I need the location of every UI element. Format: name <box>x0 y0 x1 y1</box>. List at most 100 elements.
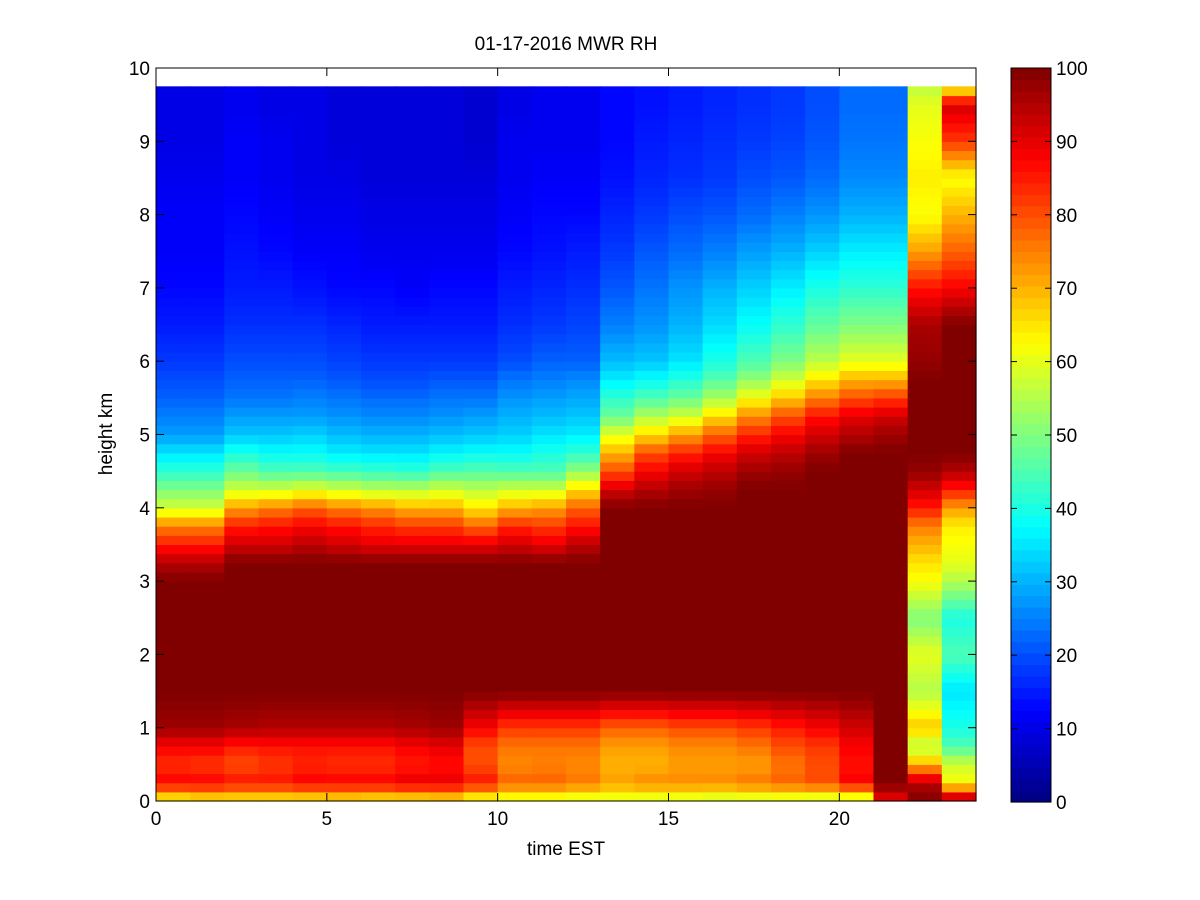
heatmap-cell <box>873 626 909 637</box>
heatmap-cell <box>805 177 840 188</box>
colorbar-segment <box>1011 492 1051 505</box>
heatmap-cell <box>805 553 840 564</box>
heatmap-cell <box>429 480 465 491</box>
heatmap-cell <box>941 260 977 271</box>
heatmap-cell <box>395 590 430 601</box>
heatmap-cell <box>258 654 294 665</box>
heatmap-cell <box>429 773 465 784</box>
heatmap-cell <box>361 700 396 710</box>
heatmap-cell <box>361 691 396 701</box>
colorbar-segment <box>1011 297 1051 310</box>
heatmap-cell <box>463 755 499 765</box>
heatmap-cell <box>702 361 738 371</box>
heatmap-cell <box>634 333 670 344</box>
heatmap-cell <box>907 86 943 97</box>
heatmap-cell <box>839 278 875 289</box>
heatmap-cell <box>771 626 806 637</box>
heatmap-cell <box>190 535 225 546</box>
heatmap-cell <box>566 425 601 436</box>
heatmap-cell <box>156 306 191 316</box>
heatmap-cell <box>463 177 499 188</box>
heatmap-cell <box>395 214 430 225</box>
heatmap-cell <box>907 571 943 582</box>
heatmap-cell <box>224 416 260 426</box>
heatmap-cell <box>531 443 567 454</box>
heatmap-cell <box>702 461 738 472</box>
colorbar-segment <box>1011 584 1051 597</box>
heatmap-cell <box>497 159 533 170</box>
heatmap-cell <box>736 526 772 536</box>
heatmap-cell <box>907 95 943 106</box>
heatmap-cell <box>634 489 670 500</box>
heatmap-cell <box>736 287 772 298</box>
heatmap-cell <box>805 333 840 344</box>
heatmap-cell <box>839 516 875 527</box>
heatmap-cell <box>190 773 225 784</box>
heatmap-cell <box>463 461 499 472</box>
heatmap-cell <box>805 663 840 674</box>
heatmap-cell <box>463 654 499 665</box>
heatmap-cell <box>190 599 225 610</box>
heatmap-cell <box>736 132 772 142</box>
heatmap-cell <box>873 471 909 481</box>
heatmap-cell <box>771 297 806 307</box>
heatmap-cell <box>463 636 499 646</box>
heatmap-cell <box>292 672 328 683</box>
heatmap-cell <box>190 315 225 326</box>
heatmap-cell <box>566 755 601 765</box>
heatmap-cell <box>634 205 670 216</box>
heatmap-cell <box>463 709 499 720</box>
heatmap-cell <box>907 397 943 408</box>
heatmap-cell <box>941 608 977 619</box>
heatmap-cell <box>497 324 533 335</box>
heatmap-cell <box>156 553 191 564</box>
heatmap-cell <box>429 581 465 591</box>
heatmap-cell <box>634 407 670 417</box>
heatmap-cell <box>497 443 533 454</box>
heatmap-cell <box>668 297 704 307</box>
heatmap-cell <box>668 333 704 344</box>
heatmap-cell <box>531 663 567 674</box>
heatmap-cell <box>292 507 328 518</box>
heatmap-cell <box>668 223 704 234</box>
heatmap-cell <box>941 489 977 500</box>
heatmap-cell <box>736 471 772 481</box>
heatmap-cell <box>429 636 465 646</box>
heatmap-cell <box>736 214 772 225</box>
heatmap-cell <box>190 718 225 729</box>
heatmap-cell <box>326 416 362 426</box>
heatmap-cell <box>156 599 191 610</box>
heatmap-cell <box>941 159 977 170</box>
heatmap-cell <box>361 260 396 271</box>
heatmap-cell <box>566 571 601 582</box>
heatmap-cell <box>429 141 465 152</box>
heatmap-cell <box>463 416 499 426</box>
heatmap-cell <box>805 141 840 152</box>
heatmap-cell <box>873 727 909 738</box>
heatmap-cell <box>600 278 635 289</box>
heatmap-cell <box>600 773 635 784</box>
heatmap-cell <box>566 718 601 729</box>
heatmap-cell <box>258 626 294 637</box>
heatmap-cell <box>634 425 670 436</box>
heatmap-cell <box>395 132 430 142</box>
heatmap-cell <box>190 425 225 436</box>
heatmap-cell <box>668 654 704 665</box>
heatmap-cell <box>156 370 191 381</box>
heatmap-cell <box>668 132 704 142</box>
heatmap-cell <box>326 333 362 344</box>
heatmap-cell <box>361 223 396 234</box>
heatmap-cell <box>531 379 567 390</box>
heatmap-cell <box>361 746 396 756</box>
heatmap-cell <box>941 187 977 197</box>
heatmap-cell <box>873 132 909 142</box>
heatmap-cell <box>326 352 362 362</box>
heatmap-cell <box>531 113 567 124</box>
colorbar-segment <box>1011 469 1051 482</box>
heatmap-cell <box>702 269 738 280</box>
heatmap-cell <box>668 791 704 802</box>
heatmap-cell <box>771 122 806 133</box>
heatmap-cell <box>258 132 294 142</box>
heatmap-cell <box>873 461 909 472</box>
heatmap-cell <box>566 278 601 289</box>
